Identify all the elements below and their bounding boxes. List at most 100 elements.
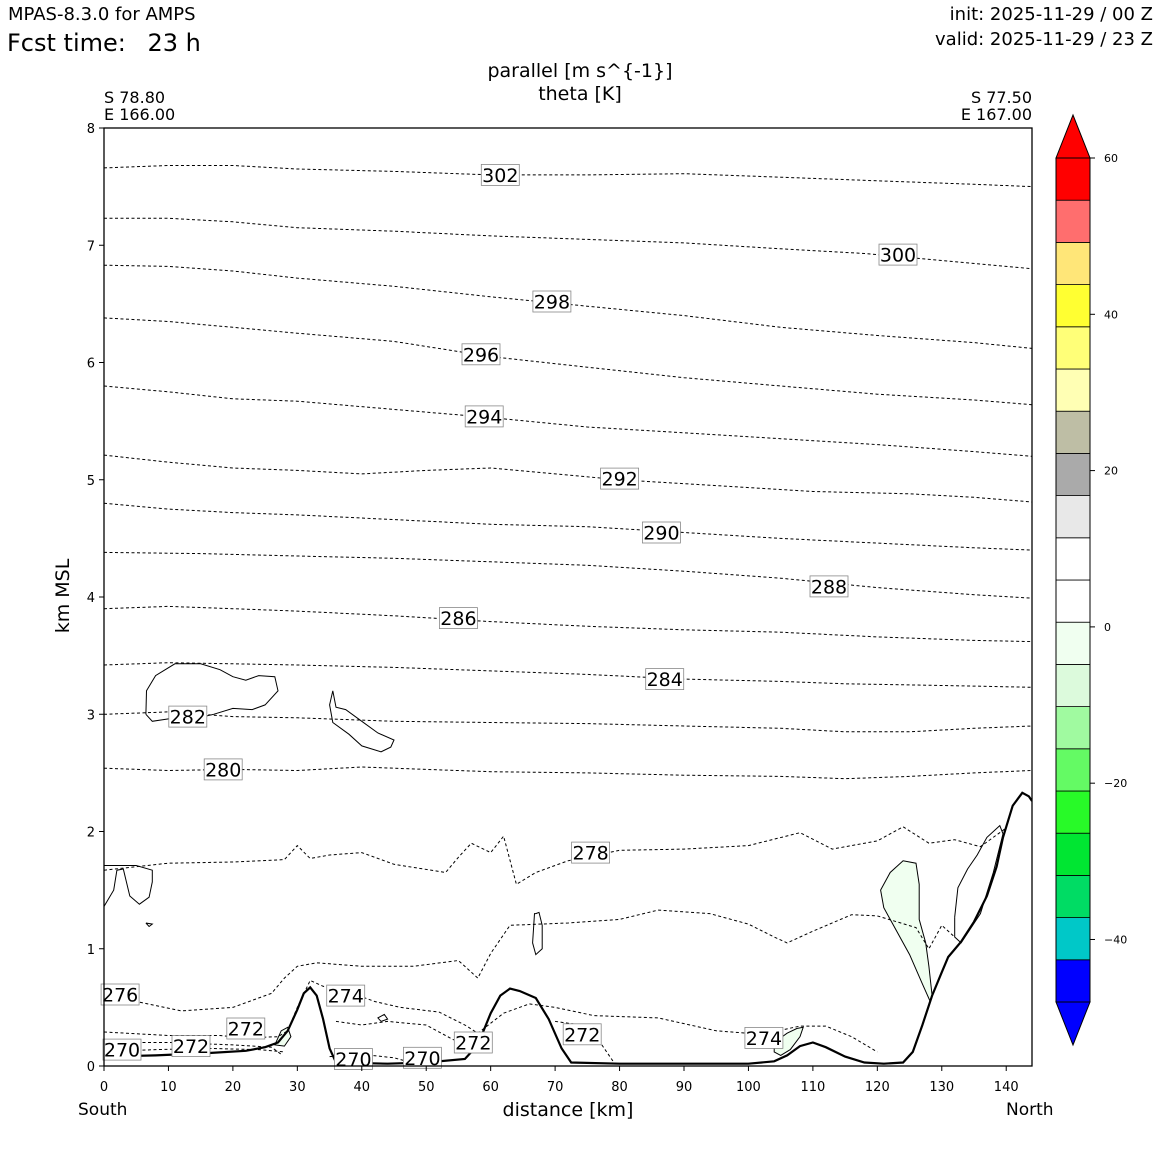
right-corner-coords: S 77.50 E 167.00: [961, 89, 1032, 123]
x-tick-label-50: 50: [418, 1080, 435, 1095]
contour-label-text: 272: [173, 1036, 209, 1058]
contour-label-text: 278: [572, 843, 608, 865]
left-corner-coords: S 78.80 E 166.00: [104, 89, 175, 123]
contour-label-text: 282: [170, 707, 206, 729]
contour-label-text: 276: [102, 985, 138, 1007]
forecast-time-value: 23 h: [147, 29, 201, 57]
contour-label-280-11: 280: [203, 758, 243, 781]
colorbar-segment-4: [1055, 790, 1091, 834]
contour-label-272-17: 272: [562, 1023, 602, 1046]
x-tick-label-70: 70: [547, 1080, 564, 1095]
theta-contour-302-0: [104, 165, 1032, 188]
colorbar-segment-10: [1055, 537, 1091, 581]
x-tick-label-30: 30: [289, 1080, 306, 1095]
chart-title-line1: parallel [m s^{-1}]: [487, 60, 673, 82]
colorbar-segment-16: [1055, 284, 1091, 328]
terrain-line: [104, 791, 1032, 1065]
x-start-label: South: [78, 1100, 128, 1120]
contour-label-box: [203, 758, 243, 781]
colorbar-segment-8: [1055, 621, 1091, 665]
colorbar-segment-15: [1055, 326, 1091, 370]
colorbar-segment-13: [1055, 410, 1091, 454]
contour-label-box: [600, 467, 639, 490]
init-time: init: 2025-11-29 / 00 Z: [949, 4, 1153, 25]
plot-frame: [103, 127, 1033, 1067]
theta-contour-290-6: [104, 502, 1032, 551]
y-tick-label-8: 8: [87, 122, 95, 137]
contour-label-box: [333, 1048, 373, 1070]
contour-label-288-7: 288: [809, 575, 849, 598]
contour-label-298-2: 298: [532, 290, 572, 314]
colorbar-segment-17: [1055, 241, 1091, 285]
y-tick-label-1: 1: [87, 943, 95, 958]
contour-label-text: 274: [328, 986, 364, 1008]
contour-label-302-0: 302: [480, 163, 520, 187]
contour-label-text: 288: [811, 576, 847, 598]
wind-contour-6: [954, 824, 1004, 944]
contour-label-box: [878, 243, 918, 266]
theta-contour-282-10: [104, 711, 1032, 733]
contour-label-box: [402, 1046, 442, 1069]
contour-label-text: 286: [440, 608, 476, 630]
colorbar-under-extension: [1055, 1001, 1091, 1047]
colorbar-frame: [1055, 157, 1091, 1003]
contour-label-284-9: 284: [645, 668, 685, 691]
contour-label-286-8: 286: [438, 607, 478, 630]
colorbar-segment-11: [1055, 495, 1091, 539]
x-tick-label-0: 0: [100, 1080, 108, 1095]
contour-label-text: 296: [463, 344, 499, 366]
contour-label-box: [645, 668, 685, 690]
contour-label-box: [438, 607, 478, 629]
right-corner-lon: E 167.00: [960, 105, 1032, 124]
contour-label-text: 270: [335, 1049, 371, 1071]
colorbar-tick-label-2: 20: [1104, 465, 1118, 478]
colorbar-segment-1: [1055, 917, 1091, 961]
contour-label-text: 292: [601, 469, 637, 491]
valid-time: valid: 2025-11-29 / 23 Z: [935, 29, 1153, 50]
shaded-region-0: [880, 860, 933, 1003]
contour-label-text: 270: [104, 1040, 140, 1062]
contour-label-272-18: 272: [171, 1035, 211, 1058]
contour-label-text: 290: [643, 523, 679, 545]
x-tick-label-120: 120: [865, 1080, 890, 1095]
contour-label-text: 272: [455, 1033, 491, 1055]
colorbar-tick-label-3: 0: [1104, 621, 1111, 634]
contour-labels: 302 300 298 296 294 292 290 288 286 284 282 280 278 2…: [100, 163, 918, 1071]
colorbar-segment-12: [1055, 452, 1091, 496]
contour-label-box: [480, 163, 520, 186]
theta-contour-272-16: [335, 1020, 466, 1046]
chart-title-line2: theta [K]: [538, 83, 622, 105]
wind-contour-3: [532, 911, 543, 956]
colorbar-tick-label-1: 40: [1104, 308, 1118, 321]
contour-label-box: [168, 705, 208, 728]
colorbar-segment-7: [1055, 664, 1091, 708]
x-tick-label-20: 20: [225, 1080, 242, 1095]
contour-label-box: [226, 1017, 266, 1040]
contour-label-text: 272: [228, 1019, 264, 1041]
colorbar-tick-label-4: −20: [1104, 777, 1127, 790]
y-tick-label-2: 2: [87, 826, 95, 841]
contour-label-282-10: 282: [168, 705, 208, 729]
contour-label-box: [562, 1023, 602, 1046]
x-tick-label-40: 40: [354, 1080, 371, 1095]
contour-label-text: 270: [404, 1048, 440, 1070]
contour-label-270-22: 270: [402, 1046, 442, 1070]
contour-label-box: [171, 1035, 211, 1057]
contour-label-272-15: 272: [226, 1017, 266, 1041]
right-corner-lat: S 77.50: [970, 88, 1032, 107]
theta-contour-272-15: [104, 1042, 282, 1055]
y-tick-label-3: 3: [87, 708, 95, 723]
colorbar-segment-0: [1055, 959, 1091, 1003]
x-tick-label-60: 60: [482, 1080, 499, 1095]
colorbar: 60 40 20 0 −20 −40: [1055, 113, 1127, 1047]
contour-label-272-16: 272: [453, 1031, 493, 1055]
contour-label-text: 294: [466, 406, 502, 428]
contour-label-box: [102, 1038, 142, 1061]
theta-contour-300-1: [104, 217, 1032, 270]
contour-label-274-14: 274: [326, 984, 366, 1008]
contour-label-274-19: 274: [744, 1027, 784, 1050]
contour-label-box: [326, 984, 366, 1007]
theta-contour-276-13: [104, 909, 956, 1012]
contour-label-296-3: 296: [461, 343, 501, 366]
